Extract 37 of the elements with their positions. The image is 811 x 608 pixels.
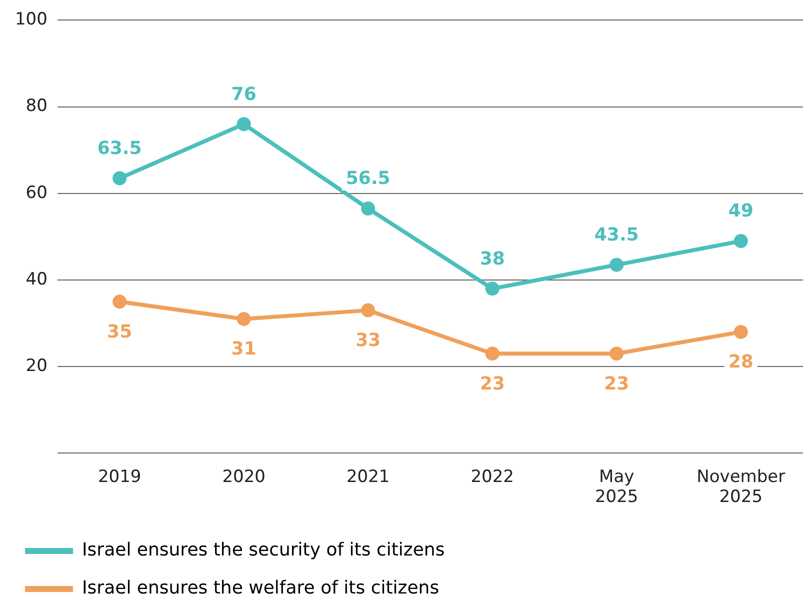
y-tick-label: 20 (26, 356, 48, 376)
data-label: 43.5 (594, 224, 639, 246)
x-tick-label: 2020 (222, 466, 266, 487)
x-tick-label: November 2025 (696, 466, 786, 508)
point (112, 171, 127, 186)
point (485, 282, 500, 296)
data-label: 23 (480, 373, 505, 394)
legend-label: Israel ensures the welfare of its citizens (82, 578, 440, 599)
legend-label: Israel ensures the security of its citizens (82, 540, 445, 561)
point (610, 346, 624, 361)
data-label: 56.5 (346, 168, 390, 190)
point (485, 346, 500, 361)
point (236, 312, 251, 326)
point (610, 258, 624, 272)
point (734, 234, 748, 248)
data-label: 33 (356, 330, 381, 351)
x-tick-label: 2022 (470, 466, 514, 487)
data-label: 49 (728, 200, 754, 222)
y-tick-label: 80 (26, 96, 48, 116)
x-tick-label: May 2025 (594, 466, 638, 508)
data-label: 28 (728, 352, 754, 373)
point (734, 324, 748, 339)
point (361, 202, 376, 216)
point (112, 294, 127, 309)
point (361, 303, 376, 318)
data-label: 38 (480, 248, 505, 270)
data-label: 23 (604, 373, 630, 394)
data-label: 76 (231, 84, 256, 105)
data-label: 35 (107, 321, 132, 342)
y-tick-label: 60 (26, 182, 48, 203)
x-tick-label: 2021 (346, 466, 390, 487)
data-label: 31 (231, 338, 256, 360)
data-label: 63.5 (97, 138, 142, 159)
y-tick-label: 100 (14, 10, 48, 30)
y-tick-label: 40 (26, 269, 48, 290)
x-tick-label: 2019 (98, 466, 142, 487)
point (236, 117, 251, 132)
